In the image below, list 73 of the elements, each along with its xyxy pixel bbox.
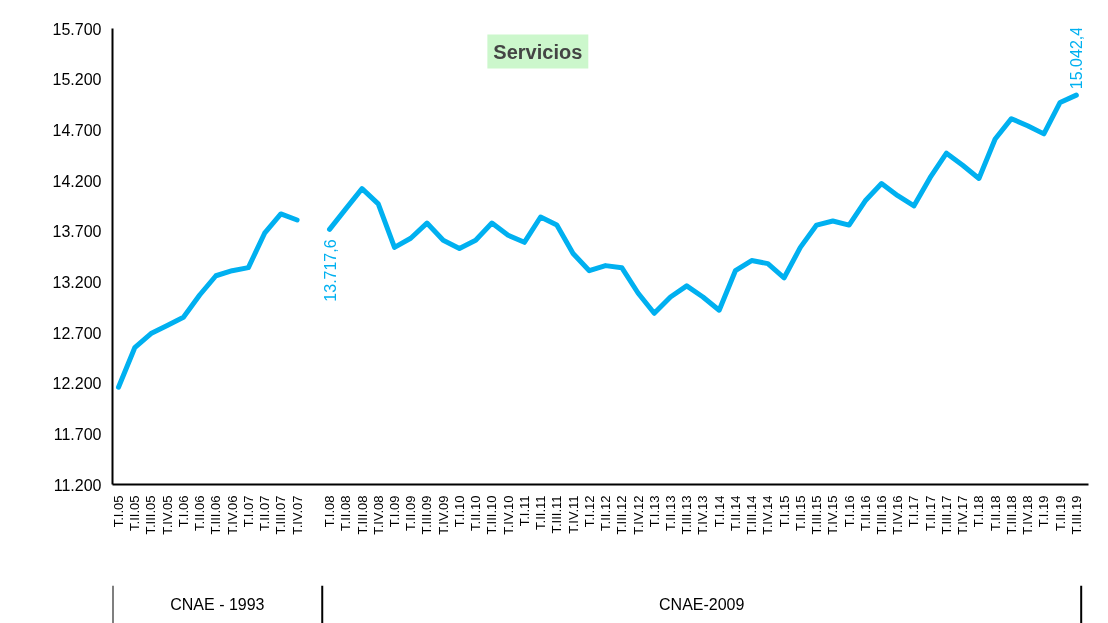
x-tick-label: T.IV.11 <box>565 495 581 534</box>
x-tick-label: T.I.14 <box>711 495 727 528</box>
x-tick-label: T.III.19 <box>1068 495 1084 535</box>
x-tick-label: T.IV.09 <box>435 495 451 535</box>
y-tick-label: 14.200 <box>52 172 102 190</box>
x-tick-label: T.IV.12 <box>630 495 646 535</box>
x-tick-label: T.III.09 <box>419 495 435 535</box>
x-tick-label: T.IV.15 <box>825 495 841 535</box>
x-tick-label: T.II.14 <box>727 495 743 531</box>
x-tick-label: T.III.12 <box>614 495 630 535</box>
y-tick-label: 13.700 <box>52 223 102 241</box>
x-tick-label: T.IV.14 <box>760 495 776 535</box>
y-tick-label: 13.200 <box>52 273 102 291</box>
data-label: 13.717,6 <box>321 239 339 302</box>
x-tick-label: T.II.12 <box>598 495 614 531</box>
x-tick-label: T.IV.16 <box>890 495 906 535</box>
x-tick-label: T.II.10 <box>468 495 484 531</box>
x-tick-label: T.III.17 <box>938 495 954 535</box>
x-tick-label: T.III.05 <box>143 495 159 535</box>
x-tick-label: T.IV.08 <box>370 495 386 535</box>
x-tick-label: T.I.10 <box>451 495 467 528</box>
x-tick-label: T.II.19 <box>1052 495 1068 531</box>
x-tick-label: T.I.15 <box>776 495 792 528</box>
x-tick-label: T.IV.06 <box>224 495 240 535</box>
x-tick-label: T.IV.17 <box>955 495 971 535</box>
x-tick-label: T.I.08 <box>322 495 338 528</box>
x-tick-label: T.I.11 <box>516 495 532 527</box>
x-tick-label: T.II.16 <box>857 495 873 531</box>
x-tick-label: T.III.14 <box>744 495 760 535</box>
x-tick-label: T.I.17 <box>906 495 922 528</box>
y-tick-label: 15.700 <box>52 20 102 38</box>
x-tick-label: T.III.10 <box>484 495 500 535</box>
x-tick-label: T.II.11 <box>533 495 549 530</box>
text: Servicios <box>493 40 583 63</box>
y-tick-label: 14.700 <box>52 121 102 139</box>
x-tick-label: T.III.11 <box>549 495 565 534</box>
x-tick-label: T.III.08 <box>354 495 370 535</box>
y-tick-label: 12.200 <box>52 375 102 393</box>
text: CNAE-2009 <box>659 596 745 613</box>
x-tick-label: T.II.15 <box>792 495 808 531</box>
x-tick-label: T.II.07 <box>257 495 273 531</box>
x-tick-label: T.I.19 <box>1036 495 1052 528</box>
x-tick-label: T.I.18 <box>971 495 987 528</box>
x-tick-label: T.II.05 <box>127 495 143 531</box>
x-tick-label: T.II.18 <box>987 495 1003 531</box>
text: CNAE - 1993 <box>170 596 265 613</box>
x-tick-label: T.III.07 <box>273 495 289 535</box>
x-tick-label: T.IV.13 <box>695 495 711 535</box>
x-tick-label: T.I.06 <box>175 495 191 528</box>
x-tick-label: T.III.18 <box>1003 495 1019 535</box>
x-tick-label: T.III.06 <box>208 495 224 535</box>
x-tick-label: T.I.05 <box>111 495 127 528</box>
y-tick-label: 11.700 <box>53 425 102 443</box>
x-tick-label: T.I.12 <box>581 495 597 528</box>
x-tick-label: T.II.09 <box>403 495 419 531</box>
x-tick-label: T.II.17 <box>922 495 938 531</box>
x-tick-label: T.I.13 <box>646 495 662 528</box>
x-tick-label: T.III.15 <box>809 495 825 535</box>
x-tick-label: T.IV.10 <box>500 495 516 535</box>
y-tick-label: 11.200 <box>53 476 102 494</box>
x-tick-label: T.II.13 <box>662 495 678 531</box>
x-tick-label: T.IV.07 <box>289 495 305 535</box>
x-tick-label: T.II.06 <box>192 495 208 531</box>
x-tick-label: T.III.16 <box>874 495 890 535</box>
x-tick-label: T.II.08 <box>338 495 354 531</box>
x-tick-label: T.III.13 <box>679 495 695 535</box>
x-tick-label: T.IV.18 <box>1020 495 1036 535</box>
x-tick-label: T.I.16 <box>841 495 857 528</box>
x-tick-label: T.I.09 <box>386 495 402 528</box>
y-tick-label: 12.700 <box>52 324 102 342</box>
x-tick-label: T.I.07 <box>240 495 256 528</box>
y-tick-label: 15.200 <box>52 71 102 89</box>
x-tick-label: T.IV.05 <box>159 495 175 535</box>
